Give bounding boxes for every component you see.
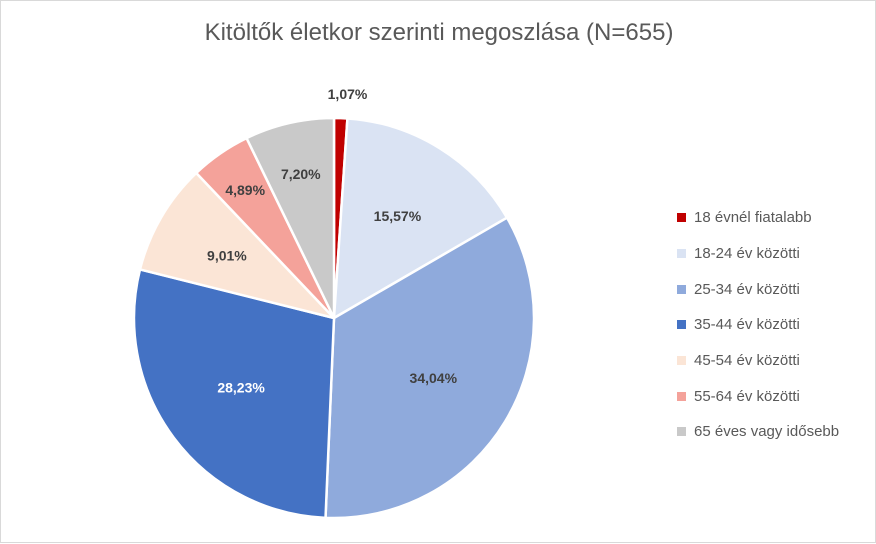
pie-slice — [324, 216, 536, 520]
legend-label: 45-54 év közötti — [694, 352, 800, 370]
legend-swatch — [677, 356, 686, 366]
legend-item: 45-54 év közötti — [677, 343, 839, 379]
legend-swatch — [677, 427, 686, 437]
data-label: 1,07% — [328, 86, 368, 102]
legend: 18 évnél fiatalabb 18-24 év közötti 25-34 … — [677, 200, 839, 450]
legend-label: 18-24 év közötti — [694, 245, 800, 263]
legend-item: 35-44 év közötti — [677, 307, 839, 343]
legend-swatch — [677, 213, 686, 223]
legend-label: 55-64 év közötti — [694, 387, 800, 405]
data-label: 28,23% — [217, 379, 265, 395]
legend-swatch — [677, 249, 686, 259]
data-label: 7,20% — [281, 166, 321, 182]
legend-swatch — [677, 391, 686, 401]
data-label: 9,01% — [207, 248, 247, 264]
legend-item: 65 éves vagy idősebb — [677, 414, 839, 450]
legend-swatch — [677, 320, 686, 330]
legend-label: 65 éves vagy idősebb — [694, 423, 840, 441]
chart-title: Kitöltők életkor szerinti megoszlása (N=… — [204, 19, 674, 46]
data-label: 4,89% — [225, 182, 265, 198]
legend-item: 18 évnél fiatalabb — [677, 200, 839, 236]
data-label: 15,57% — [374, 208, 422, 224]
pie-slice — [332, 117, 509, 320]
legend-item: 18-24 év közötti — [677, 236, 839, 272]
legend-item: 55-64 év közötti — [677, 378, 839, 414]
legend-label: 25-34 év közötti — [694, 280, 800, 298]
legend-item: 25-34 év közötti — [677, 271, 839, 307]
legend-label: 35-44 év közötti — [694, 316, 800, 334]
legend-label: 18 évnél fiatalabb — [694, 209, 812, 227]
pie-slice — [138, 171, 336, 320]
pie-slice — [132, 268, 336, 520]
legend-swatch — [677, 284, 686, 294]
pie-slice — [245, 116, 336, 320]
data-label: 34,04% — [410, 370, 458, 386]
